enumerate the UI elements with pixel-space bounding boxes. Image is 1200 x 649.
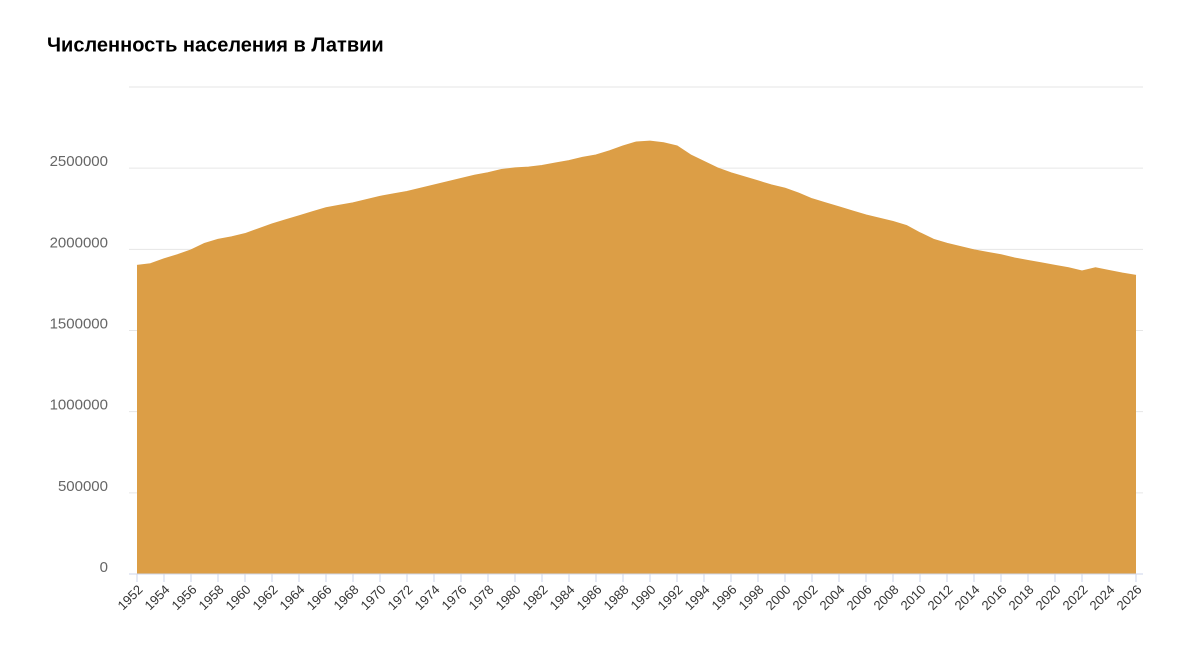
x-tick-label: 1954 [141, 582, 172, 613]
x-tick-label: 1968 [330, 582, 361, 613]
x-tick-label: 1972 [384, 582, 415, 613]
x-tick-label: 2000 [762, 582, 793, 613]
x-tick-label: 1994 [681, 582, 712, 613]
x-tick-label: 1970 [357, 582, 388, 613]
x-tick-label: 1988 [600, 582, 631, 613]
x-tick-label: 1974 [411, 582, 442, 613]
y-tick-label: 2500000 [50, 153, 108, 170]
y-tick-label: 1500000 [50, 315, 108, 332]
x-tick-label: 1982 [519, 582, 550, 613]
x-tick-label: 1952 [114, 582, 145, 613]
x-tick-label: 2024 [1086, 582, 1117, 613]
x-tick-label: 2008 [870, 582, 901, 613]
x-tick-label: 2020 [1032, 582, 1063, 613]
x-tick-label: 1964 [276, 582, 307, 613]
x-tick-label: 1966 [303, 582, 334, 613]
x-tick-label: 1960 [222, 582, 253, 613]
x-tick-label: 2012 [924, 582, 955, 613]
x-tick-label: 1990 [627, 582, 658, 613]
x-tick-label: 1958 [195, 582, 226, 613]
y-tick-label: 2000000 [50, 234, 108, 251]
x-tick-label: 1984 [546, 582, 577, 613]
area-fill [137, 141, 1136, 575]
x-tick-label: 2002 [789, 582, 820, 613]
y-tick-label: 0 [100, 559, 108, 576]
x-tick-label: 2014 [951, 582, 982, 613]
x-tick-label: 1998 [735, 582, 766, 613]
x-tick-label: 1978 [465, 582, 496, 613]
x-tick-label: 2004 [816, 582, 847, 613]
x-tick-label: 1986 [573, 582, 604, 613]
y-tick-label: 1000000 [50, 397, 108, 414]
x-tick-label: 2016 [978, 582, 1009, 613]
x-tick-label: 1992 [654, 582, 685, 613]
x-tick-label: 1980 [492, 582, 523, 613]
x-tick-label: 2006 [843, 582, 874, 613]
y-tick-label: 500000 [58, 478, 108, 495]
x-tick-label: 2022 [1059, 582, 1090, 613]
chart-title: Численность населения в Латвии [47, 34, 384, 56]
x-tick-label: 1962 [249, 582, 280, 613]
x-tick-label: 1996 [708, 582, 739, 613]
x-tick-label: 2018 [1005, 582, 1036, 613]
x-tick-label: 1956 [168, 582, 199, 613]
x-tick-label: 2010 [897, 582, 928, 613]
x-tick-label: 2026 [1113, 582, 1144, 613]
x-tick-label: 1976 [438, 582, 469, 613]
area-edge [136, 140, 1137, 277]
